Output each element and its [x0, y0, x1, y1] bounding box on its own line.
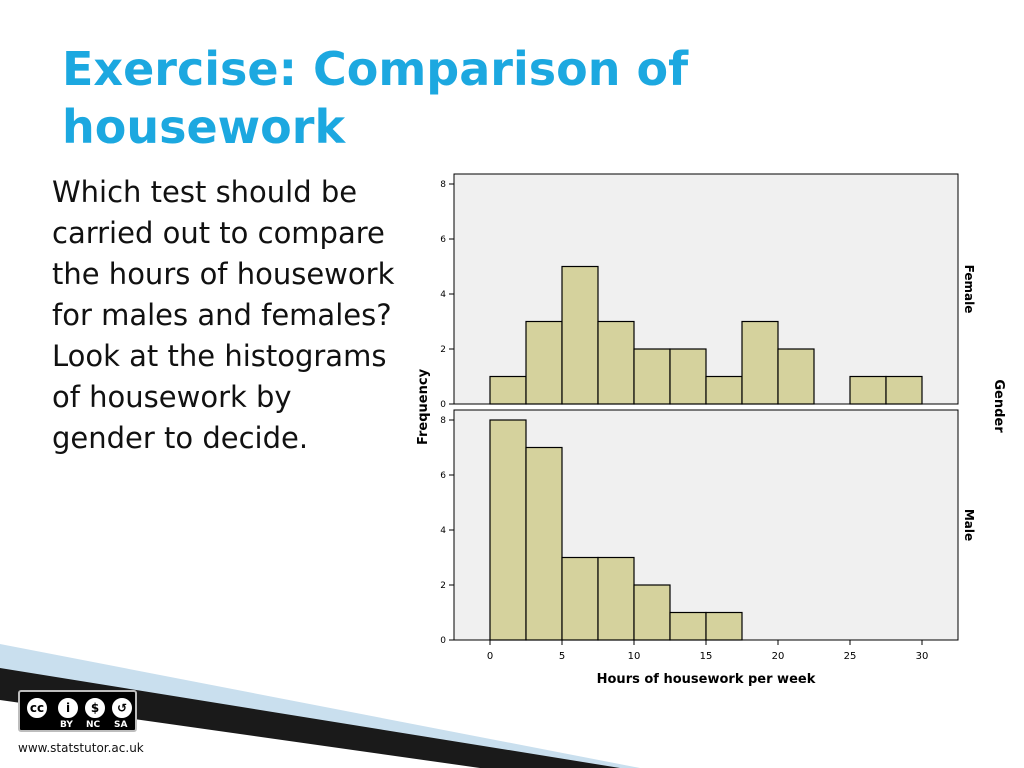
x-tick-label: 0: [487, 651, 493, 662]
y-tick-label: 0: [440, 636, 446, 646]
y-tick-label: 2: [440, 581, 446, 591]
histogram-bar: [669, 611, 707, 641]
y-tick-label: 6: [440, 471, 446, 481]
x-tick-label: 25: [844, 651, 857, 662]
license-label-sa: SA: [114, 720, 128, 730]
question-text: Which test should be carried out to comp…: [52, 175, 395, 455]
histogram-bar: [777, 348, 815, 405]
histogram-bar: [633, 348, 671, 405]
y-tick-label: 0: [440, 400, 446, 410]
panel-label-male: Male: [962, 509, 976, 541]
y-tick-label: 8: [440, 180, 446, 190]
y-tick-label: 2: [440, 345, 446, 355]
histogram-bar: [489, 419, 527, 641]
by-person-icon: i: [56, 696, 80, 720]
cc-icon: cc: [25, 696, 49, 720]
histogram-bar: [849, 375, 887, 405]
histogram-bar: [669, 348, 707, 405]
histogram-bar: [597, 556, 635, 641]
histogram-bar: [633, 584, 671, 641]
x-tick-label: 20: [772, 651, 785, 662]
y-tick-label: 8: [440, 416, 446, 426]
corner-decoration: [0, 644, 640, 768]
footer-url[interactable]: www.statstutor.ac.uk: [18, 741, 144, 755]
histogram-bar: [597, 320, 635, 405]
panel-variable-label: Gender: [991, 379, 1006, 433]
histogram-bar: [561, 265, 599, 405]
histogram-chart: 0 2 4 6 8 Female 0 2 4 6 8 Male 0 5 10 15 20 25 30 Hours of…: [405, 160, 1015, 700]
sa-share-icon: ↺: [110, 696, 134, 720]
license-label-by: BY: [60, 720, 73, 730]
y-axis-label: Frequency: [416, 368, 431, 445]
histogram-svg: 0 2 4 6 8 Female 0 2 4 6 8 Male 0 5 10 15 20 25 30 Hours of…: [416, 173, 1006, 687]
y-tick-label: 4: [440, 526, 446, 536]
license-label-nc: NC: [86, 720, 101, 730]
histogram-bar: [705, 611, 743, 641]
slide-title: Exercise: Comparison of housework: [62, 42, 689, 154]
x-tick-label: 5: [559, 651, 565, 662]
y-tick-label: 6: [440, 235, 446, 245]
histogram-bar: [525, 446, 563, 641]
histogram-bar: [885, 375, 923, 405]
histogram-bar: [489, 375, 527, 405]
histogram-bar: [525, 320, 563, 405]
nc-dollar-icon: $: [83, 696, 107, 720]
histogram-bar: [705, 375, 743, 405]
histogram-bar: [561, 556, 599, 641]
x-tick-label: 30: [916, 651, 929, 662]
x-tick-label: 15: [700, 651, 713, 662]
panel-label-female: Female: [962, 265, 976, 314]
cc-license-badge[interactable]: cc i $ ↺ BY NC SA: [18, 690, 137, 732]
histogram-bar: [741, 320, 779, 405]
x-tick-label: 10: [628, 651, 641, 662]
y-tick-label: 4: [440, 290, 446, 300]
x-axis-label: Hours of housework per week: [597, 672, 816, 687]
